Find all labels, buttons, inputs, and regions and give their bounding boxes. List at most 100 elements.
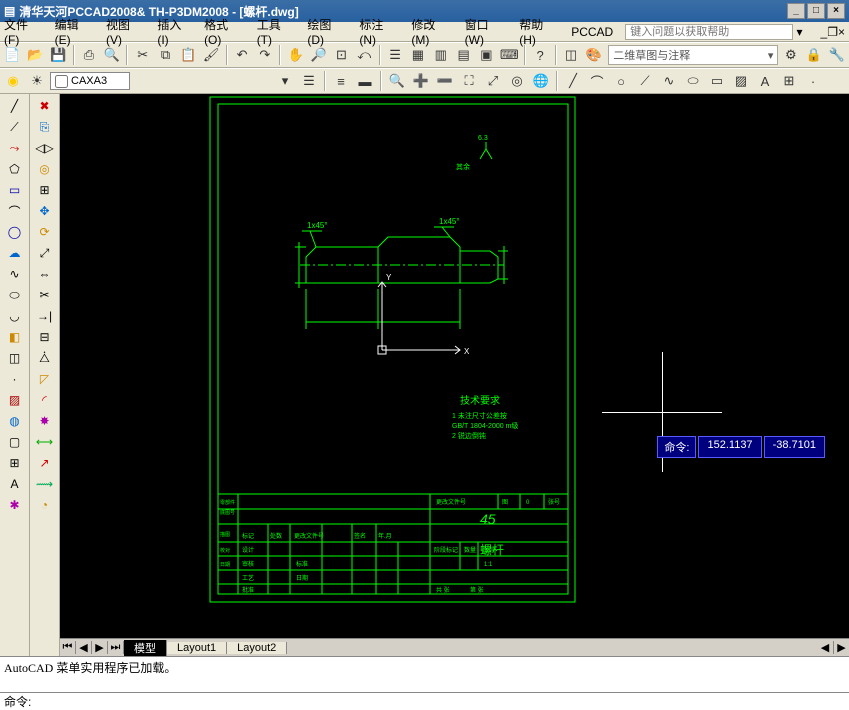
- toolpalette-icon[interactable]: ▥: [430, 44, 451, 66]
- doc-close-button[interactable]: ×: [838, 25, 845, 39]
- menu-window[interactable]: 窗口(W): [465, 16, 508, 47]
- tab-layout1[interactable]: Layout1: [167, 642, 227, 654]
- tab-layout2[interactable]: Layout2: [227, 642, 287, 654]
- copy-icon[interactable]: ⧉: [155, 44, 176, 66]
- arc-tool-icon[interactable]: ⌒: [586, 70, 608, 92]
- print-icon[interactable]: ⎙: [79, 44, 100, 66]
- sheetset-icon[interactable]: ▤: [453, 44, 474, 66]
- pline-icon[interactable]: ⤳: [3, 138, 27, 158]
- pan-icon[interactable]: ✋: [285, 44, 306, 66]
- menu-file[interactable]: 文件(F): [4, 16, 43, 47]
- erase-icon[interactable]: ✖: [33, 96, 57, 116]
- mod2-icon[interactable]: ◔: [33, 495, 57, 515]
- hatch-icon[interactable]: ▨: [3, 390, 27, 410]
- linetype-icon[interactable]: ≡: [330, 70, 352, 92]
- mtext-icon[interactable]: A: [3, 474, 27, 494]
- explode-icon[interactable]: ✸: [33, 411, 57, 431]
- markup-icon[interactable]: ▣: [476, 44, 497, 66]
- new-icon[interactable]: 📄: [2, 44, 23, 66]
- arc-icon[interactable]: ⌒: [3, 201, 27, 221]
- ws-lock-icon[interactable]: 🔒: [803, 44, 824, 66]
- ellipse-icon[interactable]: ⬭: [3, 285, 27, 305]
- xline-icon[interactable]: ⟋: [3, 117, 27, 137]
- zoom-prev-icon[interactable]: ⤺: [354, 44, 375, 66]
- layer-dropdown[interactable]: CAXA3: [50, 72, 130, 90]
- point-tool-icon[interactable]: ·: [802, 70, 824, 92]
- layer-color-icon[interactable]: ◉: [2, 70, 24, 92]
- zoom-out-icon[interactable]: ➖: [434, 70, 456, 92]
- polygon-icon[interactable]: ⬠: [3, 159, 27, 179]
- join-icon[interactable]: ⧊: [33, 348, 57, 368]
- pline-tool-icon[interactable]: ⟋: [634, 70, 656, 92]
- zoom-in-icon[interactable]: ➕: [410, 70, 432, 92]
- lweight-icon[interactable]: ▬: [354, 70, 376, 92]
- save-icon[interactable]: 💾: [48, 44, 69, 66]
- help-icon[interactable]: ?: [530, 44, 551, 66]
- open-icon[interactable]: 📂: [25, 44, 46, 66]
- chamfer-icon[interactable]: ◸: [33, 369, 57, 389]
- break-icon[interactable]: ⊟: [33, 327, 57, 347]
- fillet-icon[interactable]: ◜: [33, 390, 57, 410]
- zoom-c-icon[interactable]: ◎: [506, 70, 528, 92]
- rect-tool-icon[interactable]: ▭: [706, 70, 728, 92]
- properties-icon[interactable]: ☰: [385, 44, 406, 66]
- gradient-icon[interactable]: ◍: [3, 411, 27, 431]
- doc-minimize-button[interactable]: _: [821, 25, 828, 39]
- table-tool-icon[interactable]: ⊞: [778, 70, 800, 92]
- spline-tool-icon[interactable]: ∿: [658, 70, 680, 92]
- extend-icon[interactable]: →|: [33, 306, 57, 326]
- tab-last-icon[interactable]: ⏭: [108, 641, 124, 654]
- ws-opt-icon[interactable]: 🔧: [826, 44, 847, 66]
- layer-mgr-icon[interactable]: ☰: [298, 70, 320, 92]
- workspace-dropdown[interactable]: 二维草图与注释▾: [608, 45, 778, 65]
- circle-tool-icon[interactable]: ○: [610, 70, 632, 92]
- menu-edit[interactable]: 编辑(E): [55, 16, 94, 47]
- line-icon[interactable]: ╱: [3, 96, 27, 116]
- offset-icon[interactable]: ◎: [33, 159, 57, 179]
- hscroll-left-icon[interactable]: ◀: [817, 641, 833, 654]
- zoom-rt-icon[interactable]: 🔎: [308, 44, 329, 66]
- hatch-tool-icon[interactable]: ▨: [730, 70, 752, 92]
- tab-first-icon[interactable]: ⏮: [60, 641, 76, 654]
- menu-modify[interactable]: 修改(M): [411, 16, 452, 47]
- point-icon[interactable]: ·: [3, 369, 27, 389]
- hscroll-right-icon[interactable]: ▶: [833, 641, 849, 654]
- tab-next-icon[interactable]: ▶: [92, 641, 108, 654]
- layer-freeze-icon[interactable]: ☀: [26, 70, 48, 92]
- zoom-sc-icon[interactable]: ⤢: [482, 70, 504, 92]
- rectangle-icon[interactable]: ▭: [3, 180, 27, 200]
- block-icon[interactable]: ◫: [561, 44, 582, 66]
- revcloud-icon[interactable]: ☁: [3, 243, 27, 263]
- scale-icon[interactable]: ⤢: [33, 243, 57, 263]
- drawing-canvas[interactable]: 1x45° 1x45° X Y 6.3 其余 技术要求 1 未注尺寸公差按 GB…: [60, 94, 849, 656]
- command-window[interactable]: AutoCAD 菜单实用程序已加载。: [0, 656, 849, 692]
- doc-restore-button[interactable]: ❐: [827, 25, 838, 39]
- undo-icon[interactable]: ↶: [232, 44, 253, 66]
- ellipsearc-icon[interactable]: ◡: [3, 306, 27, 326]
- makeblock-icon[interactable]: ◫: [3, 348, 27, 368]
- menu-pccad[interactable]: PCCAD: [571, 25, 613, 39]
- minimize-button[interactable]: _: [787, 3, 805, 19]
- close-button[interactable]: ×: [827, 3, 845, 19]
- mirror-icon[interactable]: ◁▷: [33, 138, 57, 158]
- rotate-icon[interactable]: ⟳: [33, 222, 57, 242]
- stretch-icon[interactable]: ⇔: [33, 264, 57, 284]
- match-icon[interactable]: 🖌: [201, 44, 222, 66]
- calc-icon[interactable]: ⌨: [499, 44, 520, 66]
- trim-icon[interactable]: ✂: [33, 285, 57, 305]
- tab-prev-icon[interactable]: ◀: [76, 641, 92, 654]
- zoom-win-icon[interactable]: ⊡: [331, 44, 352, 66]
- menu-draw[interactable]: 绘图(D): [307, 16, 347, 47]
- menu-insert[interactable]: 插入(I): [157, 16, 192, 47]
- copy-icon[interactable]: ⎘: [33, 117, 57, 137]
- ws-gear-icon[interactable]: ⚙: [780, 44, 801, 66]
- maximize-button[interactable]: □: [807, 3, 825, 19]
- leader-icon[interactable]: ↗: [33, 453, 57, 473]
- command-prompt[interactable]: 命令:: [0, 692, 849, 710]
- help-search-input[interactable]: [625, 24, 792, 40]
- preview-icon[interactable]: 🔍: [101, 44, 122, 66]
- menu-dimension[interactable]: 标注(N): [359, 16, 399, 47]
- region-icon[interactable]: ▢: [3, 432, 27, 452]
- zoom-ext-icon[interactable]: 🔍: [386, 70, 408, 92]
- cut-icon[interactable]: ✂: [132, 44, 153, 66]
